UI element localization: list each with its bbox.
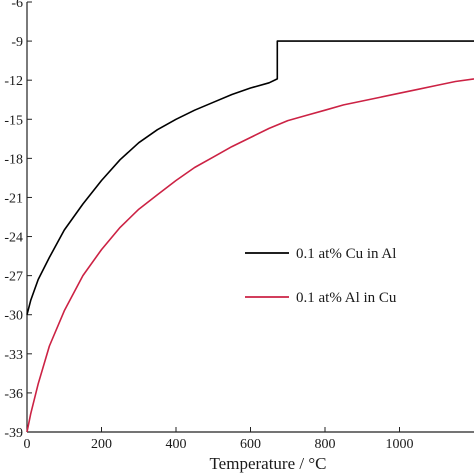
y-tick-label: -9 <box>11 35 23 50</box>
legend: 0.1 at% Cu in Al 0.1 at% Al in Cu <box>245 246 397 306</box>
ticks: -6 -9 -12 -15 -18 -21 -24 -27 -30 -33 -36 -390 200 40… <box>4 0 413 452</box>
x-tick-label: 600 <box>240 437 261 452</box>
y-tick-label: -27 <box>4 270 23 285</box>
axes <box>26 2 474 433</box>
x-tick-label: 800 <box>315 437 336 452</box>
y-tick-label: -39 <box>4 426 23 441</box>
series-line-1 <box>26 40 474 315</box>
x-tick-label: 200 <box>91 437 112 452</box>
y-tick-label: -30 <box>4 309 23 324</box>
x-axis-title: Temperature / °C <box>209 454 326 473</box>
y-tick-label: -6 <box>11 0 23 11</box>
y-tick-label: -12 <box>4 74 23 89</box>
series-line-2 <box>26 78 474 433</box>
x-tick-label: 0 <box>24 437 31 452</box>
y-tick-label: -18 <box>4 152 23 167</box>
x-tick-label: 400 <box>166 437 187 452</box>
legend-label-1: 0.1 at% Cu in Al <box>296 246 396 262</box>
x-tick-label: 1000 <box>386 437 414 452</box>
series-lines <box>26 40 474 433</box>
y-tick-label: -36 <box>4 387 23 402</box>
legend-label-2: 0.1 at% Al in Cu <box>296 290 397 306</box>
y-tick-label: -33 <box>4 348 23 363</box>
y-tick-label: -15 <box>4 113 23 128</box>
y-tick-label: -24 <box>4 231 23 246</box>
y-tick-label: -21 <box>4 191 23 206</box>
